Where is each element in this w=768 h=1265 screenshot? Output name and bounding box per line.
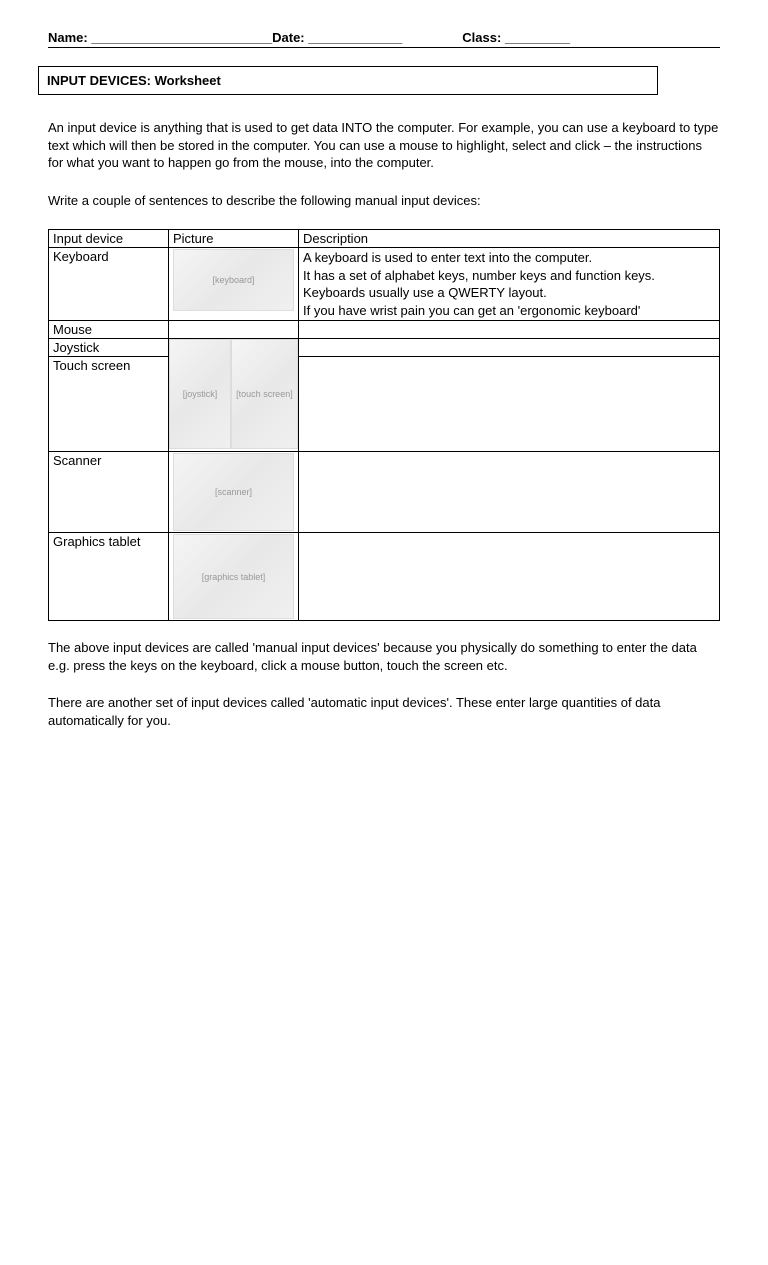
picture-cell	[169, 321, 299, 339]
device-cell: Graphics tablet	[49, 533, 169, 621]
graphics-tablet-image: [graphics tablet]	[173, 534, 294, 619]
description-cell	[299, 452, 720, 533]
description-cell	[299, 321, 720, 339]
worksheet-title: INPUT DEVICES: Worksheet	[38, 66, 658, 95]
description-cell: A keyboard is used to enter text into th…	[299, 248, 720, 321]
devices-table: Input device Picture Description Keyboar…	[48, 229, 720, 621]
device-cell: Scanner	[49, 452, 169, 533]
device-cell: Joystick	[49, 339, 169, 357]
name-label: Name:	[48, 30, 88, 45]
date-blank: _____________	[305, 30, 403, 45]
header-line: Name: _________________________ Date: __…	[48, 30, 720, 48]
device-cell: Touch screen	[49, 357, 169, 452]
table-row: Keyboard [keyboard] A keyboard is used t…	[49, 248, 720, 321]
intro-paragraph: An input device is anything that is used…	[48, 119, 720, 172]
automatic-devices-paragraph: There are another set of input devices c…	[48, 694, 720, 729]
description-cell	[299, 339, 720, 357]
class-blank: _________	[501, 30, 570, 45]
joystick-image: [joystick]	[169, 339, 231, 449]
picture-cell: [scanner]	[169, 452, 299, 533]
picture-cell: [joystick] [touch screen]	[169, 339, 299, 452]
worksheet-page: Name: _________________________ Date: __…	[0, 0, 768, 780]
table-row: Joystick [joystick] [touch screen]	[49, 339, 720, 357]
table-header-row: Input device Picture Description	[49, 230, 720, 248]
col-header-picture: Picture	[169, 230, 299, 248]
instruction-paragraph: Write a couple of sentences to describe …	[48, 192, 720, 210]
date-label: Date:	[272, 30, 305, 45]
manual-devices-paragraph: The above input devices are called 'manu…	[48, 639, 720, 674]
description-cell	[299, 357, 720, 452]
table-row: Scanner [scanner]	[49, 452, 720, 533]
touchscreen-image: [touch screen]	[231, 339, 298, 449]
table-row: Mouse	[49, 321, 720, 339]
picture-cell: [keyboard]	[169, 248, 299, 321]
description-cell	[299, 533, 720, 621]
picture-cell: [graphics tablet]	[169, 533, 299, 621]
name-blank: _________________________	[88, 30, 272, 45]
keyboard-image: [keyboard]	[173, 249, 294, 311]
class-label: Class:	[462, 30, 501, 45]
col-header-description: Description	[299, 230, 720, 248]
device-cell: Keyboard	[49, 248, 169, 321]
device-cell: Mouse	[49, 321, 169, 339]
col-header-device: Input device	[49, 230, 169, 248]
table-row: Touch screen	[49, 357, 720, 452]
scanner-image: [scanner]	[173, 453, 294, 531]
table-row: Graphics tablet [graphics tablet]	[49, 533, 720, 621]
